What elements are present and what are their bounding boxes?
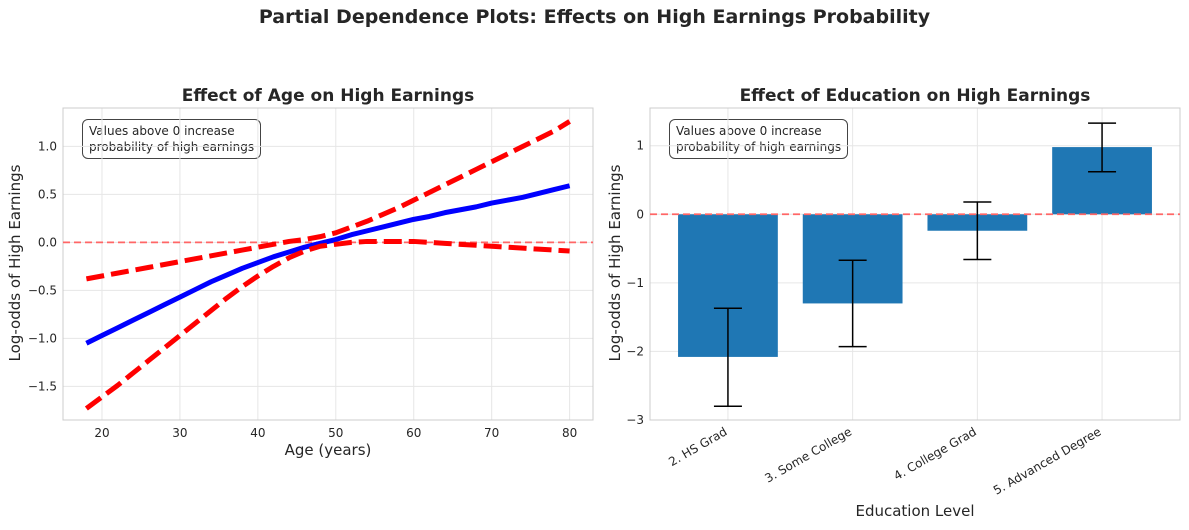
x-tick-label: 4. College Grad <box>891 424 979 483</box>
age-chart-title: Effect of Age on High Earnings <box>181 86 475 106</box>
age-chart-annotation: Values above 0 increase probability of hi… <box>82 119 262 159</box>
x-tick-label: 20 <box>94 426 109 440</box>
y-tick-label: −1.5 <box>28 379 57 393</box>
x-tick-label: 80 <box>562 426 577 440</box>
y-tick-label: −1 <box>626 276 644 290</box>
x-tick-label: 50 <box>328 426 343 440</box>
annotation-line: Values above 0 increase <box>89 124 235 138</box>
confidence-bound-line <box>84 238 570 411</box>
y-tick-label: −1.0 <box>28 331 57 345</box>
y-tick-label: −0.5 <box>28 283 57 297</box>
y-tick-label: −3 <box>626 413 644 427</box>
x-tick-label: 70 <box>484 426 499 440</box>
annotation-line: probability of high earnings <box>676 140 842 154</box>
x-tick-label: 5. Advanced Degree <box>991 424 1104 497</box>
annotation-line: Values above 0 increase <box>676 124 822 138</box>
education-chart-xlabel: Education Level <box>855 502 975 520</box>
education-chart-title: Effect of Education on High Earnings <box>739 86 1091 106</box>
y-tick-label: 0 <box>636 207 644 221</box>
x-tick-label: 40 <box>250 426 265 440</box>
x-tick-label: 3. Some College <box>762 424 854 485</box>
estimate-line <box>85 183 571 346</box>
confidence-bound-line <box>85 119 571 282</box>
x-tick-label: 60 <box>406 426 421 440</box>
y-tick-label: 1.0 <box>38 139 57 153</box>
y-tick-label: 0.0 <box>38 235 57 249</box>
figure-title: Partial Dependence Plots: Effects on Hig… <box>258 6 931 28</box>
plot-frame <box>649 107 1181 421</box>
x-tick-label: 30 <box>172 426 187 440</box>
y-tick-label: 1 <box>636 139 644 153</box>
age-chart-xlabel: Age (years) <box>284 441 372 459</box>
x-tick-label: 2. HS Grad <box>666 424 729 469</box>
plot-frame <box>62 107 594 421</box>
y-tick-label: −2 <box>626 344 644 358</box>
y-tick-label: 0.5 <box>38 187 57 201</box>
education-chart-annotation: Values above 0 increase probability of hi… <box>669 119 849 159</box>
annotation-line: probability of high earnings <box>89 140 255 154</box>
